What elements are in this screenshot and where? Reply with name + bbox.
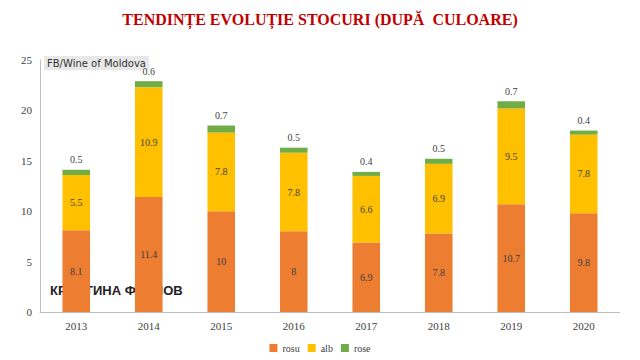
svg-text:2019: 2019: [500, 320, 523, 332]
svg-text:КРИСТИНА ФРОЛОВ: КРИСТИНА ФРОЛОВ: [50, 283, 183, 298]
svg-text:10: 10: [21, 205, 33, 217]
svg-text:0.5: 0.5: [70, 154, 83, 165]
svg-text:8.1: 8.1: [70, 266, 83, 277]
svg-text:5: 5: [27, 256, 33, 268]
svg-text:0.5: 0.5: [433, 143, 446, 154]
svg-text:2017: 2017: [355, 320, 378, 332]
svg-text:alb: alb: [321, 343, 333, 354]
svg-text:2020: 2020: [573, 320, 596, 332]
svg-text:10.9: 10.9: [140, 137, 158, 148]
svg-text:0.4: 0.4: [578, 115, 591, 126]
svg-text:2014: 2014: [138, 320, 161, 332]
svg-text:2018: 2018: [428, 320, 451, 332]
svg-text:9.5: 9.5: [505, 151, 518, 162]
svg-text:5.5: 5.5: [70, 197, 83, 208]
svg-text:11.4: 11.4: [140, 249, 157, 260]
svg-text:7.8: 7.8: [433, 267, 446, 278]
svg-text:7.8: 7.8: [215, 166, 228, 177]
svg-text:2013: 2013: [65, 320, 88, 332]
svg-text:0.5: 0.5: [288, 132, 301, 143]
svg-text:rosu: rosu: [282, 343, 299, 354]
svg-text:0: 0: [27, 306, 33, 318]
svg-text:8: 8: [291, 266, 296, 277]
svg-text:6.6: 6.6: [360, 204, 373, 215]
svg-text:TENDINȚE EVOLUȚIE STOCURI (DUP: TENDINȚE EVOLUȚIE STOCURI (DUPĂ CULOARE): [122, 10, 517, 30]
svg-text:15: 15: [21, 155, 33, 167]
svg-text:7.8: 7.8: [578, 168, 591, 179]
svg-text:6.9: 6.9: [433, 193, 446, 204]
svg-text:FB/Wine of Moldova: FB/Wine of Moldova: [47, 58, 146, 69]
svg-text:25: 25: [21, 54, 33, 66]
svg-text:rose: rose: [354, 343, 371, 354]
svg-text:2015: 2015: [210, 320, 233, 332]
svg-text:7.8: 7.8: [288, 187, 301, 198]
svg-text:2016: 2016: [283, 320, 306, 332]
svg-text:0.4: 0.4: [360, 156, 373, 167]
svg-text:9.8: 9.8: [578, 257, 591, 268]
svg-text:6.9: 6.9: [360, 272, 373, 283]
svg-text:10.7: 10.7: [503, 253, 521, 264]
svg-text:0.7: 0.7: [505, 86, 518, 97]
svg-text:20: 20: [21, 104, 33, 116]
svg-text:0.6: 0.6: [143, 66, 156, 77]
svg-text:0.7: 0.7: [215, 110, 228, 121]
svg-text:10: 10: [216, 256, 226, 267]
